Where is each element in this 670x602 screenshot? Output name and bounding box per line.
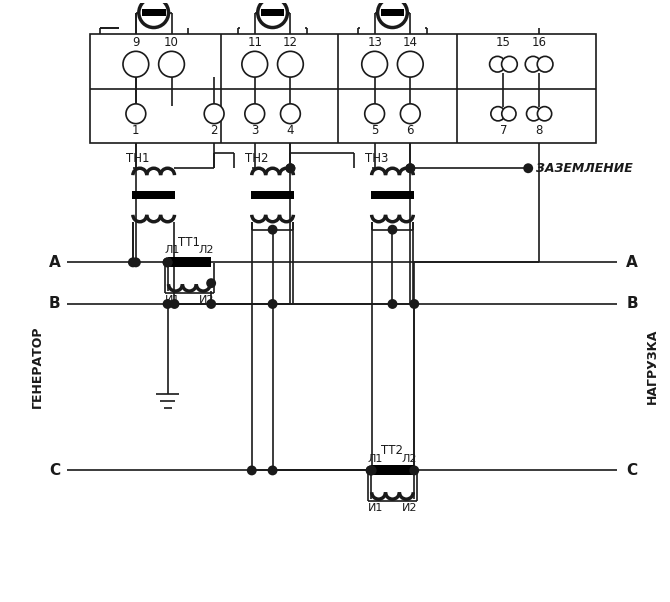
Circle shape [159, 51, 184, 77]
Circle shape [397, 51, 423, 77]
Text: 16: 16 [531, 36, 547, 49]
Circle shape [525, 57, 541, 72]
Bar [381, 9, 405, 16]
Bar [261, 9, 285, 16]
Text: НАГРУЗКА: НАГРУЗКА [646, 329, 659, 404]
Circle shape [409, 299, 419, 309]
Bar [371, 191, 414, 199]
Circle shape [285, 163, 295, 173]
Circle shape [163, 299, 172, 309]
Text: 6: 6 [407, 124, 414, 137]
Text: И2: И2 [401, 503, 417, 513]
Text: B: B [49, 296, 60, 311]
Circle shape [387, 225, 397, 235]
Circle shape [285, 163, 295, 173]
Circle shape [170, 299, 180, 309]
Circle shape [490, 57, 505, 72]
Text: 11: 11 [247, 36, 262, 49]
Circle shape [378, 0, 407, 28]
Text: B: B [626, 296, 638, 311]
Circle shape [128, 258, 138, 267]
Bar [251, 191, 294, 199]
Circle shape [364, 104, 385, 123]
Bar [371, 465, 414, 476]
Circle shape [206, 299, 216, 309]
Text: И1: И1 [368, 503, 383, 513]
Circle shape [242, 51, 267, 77]
Circle shape [139, 0, 169, 28]
Circle shape [267, 225, 277, 235]
Text: ГЕНЕРАТОР: ГЕНЕРАТОР [31, 325, 44, 408]
Circle shape [126, 104, 146, 123]
Circle shape [405, 163, 415, 173]
Circle shape [267, 465, 277, 476]
Text: C: C [626, 463, 638, 478]
Circle shape [387, 299, 397, 309]
Text: 3: 3 [251, 124, 259, 137]
Text: 12: 12 [283, 36, 298, 49]
Circle shape [267, 299, 277, 309]
Text: 8: 8 [535, 124, 543, 137]
Circle shape [277, 51, 304, 77]
Circle shape [523, 163, 533, 173]
Circle shape [502, 57, 517, 72]
Text: Л1: Л1 [368, 453, 383, 464]
Circle shape [206, 278, 216, 288]
Circle shape [409, 465, 419, 476]
Circle shape [163, 258, 172, 267]
Text: 13: 13 [367, 36, 382, 49]
Circle shape [366, 465, 377, 476]
Circle shape [405, 163, 415, 173]
Text: 7: 7 [500, 124, 507, 137]
Bar [168, 258, 211, 267]
Bar [142, 9, 165, 16]
Text: A: A [49, 255, 60, 270]
Circle shape [502, 107, 516, 121]
Circle shape [537, 57, 553, 72]
Circle shape [491, 107, 505, 121]
Text: 10: 10 [164, 36, 179, 49]
Circle shape [131, 258, 141, 267]
Circle shape [366, 465, 376, 476]
Text: ЗАЗЕМЛЕНИЕ: ЗАЗЕМЛЕНИЕ [536, 162, 633, 175]
Circle shape [258, 0, 287, 28]
Bar [132, 191, 176, 199]
Text: 14: 14 [403, 36, 418, 49]
Text: 1: 1 [132, 124, 139, 137]
Circle shape [281, 104, 300, 123]
Circle shape [245, 104, 265, 123]
Circle shape [247, 465, 257, 476]
Circle shape [537, 107, 551, 121]
Text: ТТ1: ТТ1 [178, 236, 200, 249]
Text: ТН2: ТН2 [245, 152, 269, 165]
Circle shape [163, 258, 172, 267]
Circle shape [401, 104, 420, 123]
Circle shape [204, 104, 224, 123]
Text: И1: И1 [165, 295, 180, 305]
Text: 15: 15 [496, 36, 511, 49]
Text: A: A [626, 255, 638, 270]
Circle shape [366, 465, 376, 476]
Text: 2: 2 [210, 124, 218, 137]
Circle shape [362, 51, 387, 77]
Bar [90, 34, 596, 143]
Text: ТН1: ТН1 [126, 152, 149, 165]
Text: ТН3: ТН3 [364, 152, 388, 165]
Text: 9: 9 [132, 36, 139, 49]
Text: Л1: Л1 [165, 246, 180, 255]
Text: 5: 5 [371, 124, 379, 137]
Text: И2: И2 [198, 295, 214, 305]
Circle shape [123, 51, 149, 77]
Text: ТТ2: ТТ2 [381, 444, 403, 457]
Circle shape [527, 107, 541, 121]
Text: Л2: Л2 [198, 246, 214, 255]
Text: Л2: Л2 [401, 453, 417, 464]
Text: C: C [49, 463, 60, 478]
Text: 4: 4 [287, 124, 294, 137]
